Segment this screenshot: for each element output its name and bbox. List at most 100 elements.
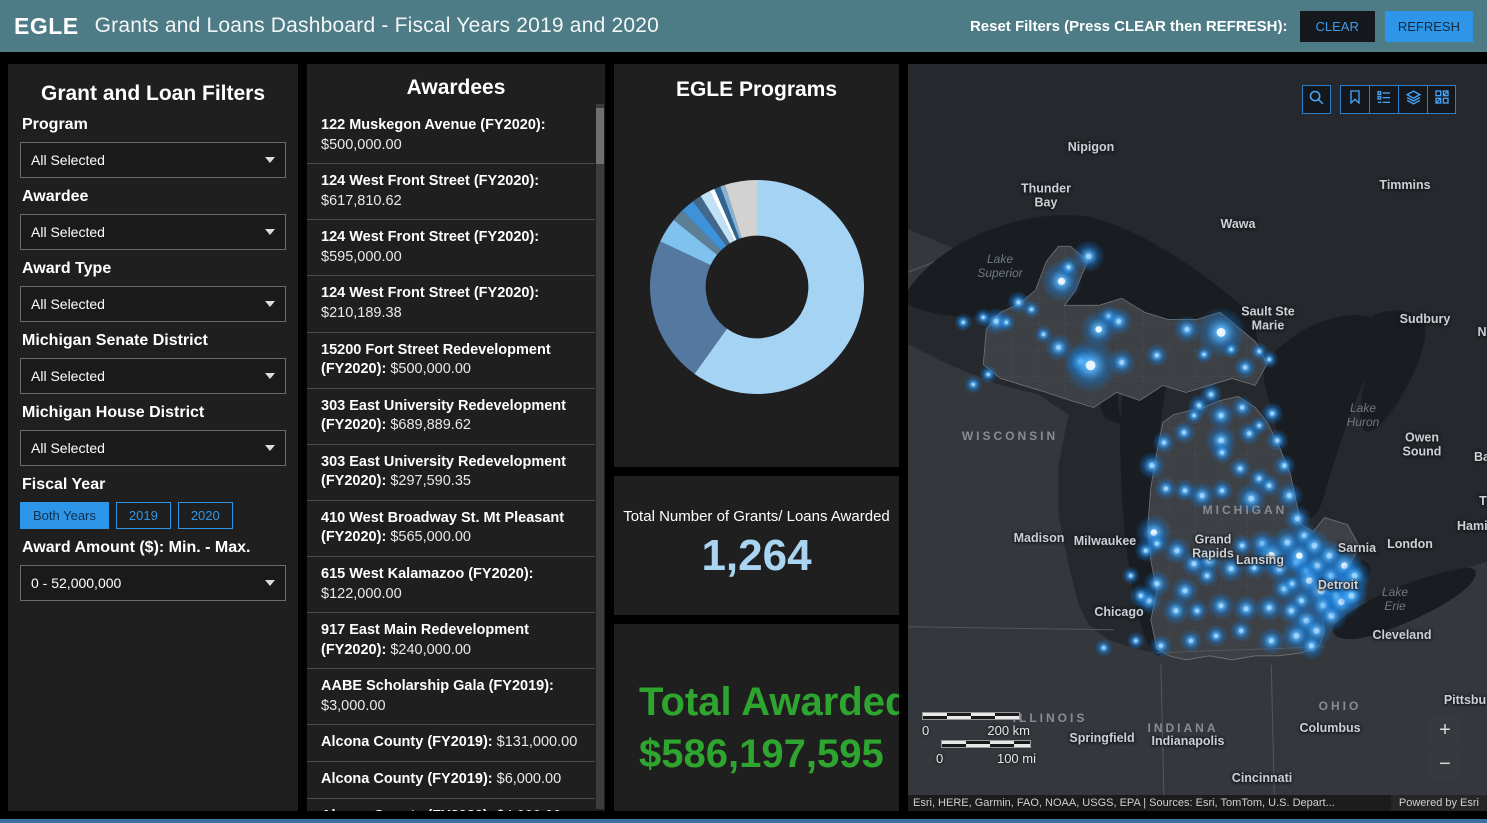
- award-amount-value: 0 - 52,000,000: [31, 575, 122, 591]
- search-icon: [1308, 89, 1325, 111]
- awardee-row[interactable]: AABE Scholarship Gala (FY2019): $3,000.0…: [307, 669, 595, 726]
- fiscal-year-2019[interactable]: 2019: [115, 502, 171, 529]
- map-zoom-controls: + −: [1430, 715, 1460, 779]
- filter-label-3: Michigan Senate District: [22, 332, 208, 349]
- donut-slice-7[interactable]: [709, 188, 737, 241]
- map-panel[interactable]: Nipigon Thunder Bay Timmins Wawa Lake Superi…: [908, 64, 1487, 811]
- map-bookmark-button[interactable]: [1340, 85, 1369, 114]
- lake-superior: [908, 214, 1258, 360]
- awardee-row[interactable]: 124 West Front Street (FY2020): $210,189…: [307, 276, 595, 333]
- map-search-button[interactable]: [1302, 85, 1331, 114]
- awardee-row[interactable]: 615 West Kalamazoo (FY2020): $122,000.00: [307, 557, 595, 614]
- clear-button[interactable]: CLEAR: [1299, 10, 1375, 42]
- zoom-out-button[interactable]: −: [1430, 749, 1460, 779]
- map-layers-button[interactable]: [1398, 85, 1427, 114]
- grants-count-label: Total Number of Grants/ Loans Awarded: [623, 508, 890, 525]
- bookmark-icon: [1347, 89, 1363, 110]
- georgian-bay: [1360, 310, 1426, 432]
- total-awarded-value: $586,197,595: [639, 732, 884, 776]
- scalebar-km-label: 200 km: [987, 723, 1030, 738]
- scalebar-km-zero: 0: [922, 723, 930, 738]
- filter-value-0: All Selected: [31, 152, 105, 168]
- donut-slice-2[interactable]: [660, 219, 718, 266]
- filter-label-1: Awardee: [22, 188, 89, 205]
- attribution-text: Esri, HERE, Garmin, FAO, NOAA, USGS, EPA…: [913, 797, 1335, 809]
- awardee-row[interactable]: Alcona County (FY2020): $4,000.00: [307, 799, 595, 812]
- basemap-icon: [1434, 89, 1450, 110]
- awardee-row[interactable]: 15200 Fort Street Redevelopment (FY2020)…: [307, 333, 595, 389]
- scalebar-mi-label: 100 mi: [996, 751, 1036, 766]
- total-awarded-panel: Total Awarded $586,197,595: [614, 624, 899, 811]
- donut-slice-6[interactable]: [700, 190, 735, 244]
- filter-dropdown-0[interactable]: All Selected: [20, 142, 286, 178]
- reset-filters-label: Reset Filters (Press CLEAR then REFRESH)…: [969, 17, 1288, 35]
- donut-slice-5[interactable]: [693, 196, 730, 246]
- awardee-row[interactable]: 303 East University Redevelopment (FY202…: [307, 445, 595, 501]
- map-toolbar: [1302, 85, 1456, 114]
- donut-slice-0[interactable]: [694, 180, 864, 394]
- fiscal-year-label: Fiscal Year: [22, 476, 106, 493]
- awardees-list: 122 Muskegon Avenue (FY2020): $500,000.0…: [307, 108, 595, 811]
- donut-slice-1[interactable]: [650, 241, 727, 374]
- programs-donut-chart[interactable]: [642, 172, 872, 402]
- donut-slice-10[interactable]: [724, 180, 757, 238]
- page-title: Grants and Loans Dashboard - Fiscal Year…: [94, 14, 659, 37]
- egle-logo: EGLE: [14, 12, 79, 39]
- scalebar-mi-zero: 0: [936, 751, 944, 766]
- filter-value-3: All Selected: [31, 368, 105, 384]
- chevron-down-icon: [265, 373, 275, 379]
- filter-dropdown-1[interactable]: All Selected: [20, 214, 286, 250]
- filter-value-2: All Selected: [31, 296, 105, 312]
- filter-label-2: Award Type: [22, 260, 112, 277]
- filter-value-1: All Selected: [31, 224, 105, 240]
- awardee-row[interactable]: 124 West Front Street (FY2020): $595,000…: [307, 220, 595, 277]
- awardees-scrollbar-track[interactable]: [596, 104, 604, 809]
- fiscal-year-2020[interactable]: 2020: [177, 502, 233, 529]
- awardees-scrollbar-thumb[interactable]: [596, 108, 604, 164]
- awardee-row[interactable]: 303 East University Redevelopment (FY202…: [307, 389, 595, 445]
- filter-label-0: Program: [22, 116, 88, 133]
- filter-value-4: All Selected: [31, 440, 105, 456]
- awardees-title: Awardees: [406, 76, 506, 99]
- chevron-down-icon: [265, 157, 275, 163]
- awardee-row[interactable]: 917 East Main Redevelopment (FY2020): $2…: [307, 613, 595, 670]
- powered-by-esri: Powered by Esri: [1390, 795, 1487, 811]
- filters-title: Grant and Loan Filters: [40, 82, 266, 105]
- layers-icon: [1405, 89, 1422, 111]
- filter-label-4: Michigan House District: [22, 404, 205, 421]
- refresh-button[interactable]: REFRESH: [1384, 10, 1473, 42]
- bottom-scrollbar[interactable]: [0, 819, 1487, 823]
- chevron-down-icon: [265, 301, 275, 307]
- award-amount-label: Award Amount ($): Min. - Max.: [22, 539, 251, 556]
- map-basemap-button[interactable]: [1427, 85, 1456, 114]
- us-land: [908, 290, 1487, 795]
- map-scalebar: 0 200 km 0 100 mi: [922, 712, 1062, 766]
- awardee-row[interactable]: 410 West Broadway St. Mt Pleasant (FY202…: [307, 501, 595, 557]
- awardee-row[interactable]: Alcona County (FY2019): $131,000.00: [307, 725, 595, 762]
- legend-icon: [1376, 89, 1392, 110]
- lake-erie: [1333, 567, 1476, 640]
- awardee-row[interactable]: Alcona County (FY2019): $6,000.00: [307, 762, 595, 799]
- donut-slice-9[interactable]: [720, 184, 742, 239]
- donut-slice-4[interactable]: [682, 201, 727, 251]
- total-awarded-label: Total Awarded: [639, 680, 899, 724]
- filter-dropdown-2[interactable]: All Selected: [20, 286, 286, 322]
- awardee-row[interactable]: 122 Muskegon Avenue (FY2020): $500,000.0…: [307, 108, 595, 165]
- awardee-row[interactable]: 124 West Front Street (FY2020): $617,810…: [307, 164, 595, 221]
- chevron-down-icon: [265, 580, 275, 586]
- basemap[interactable]: [908, 64, 1487, 795]
- map-legend-button[interactable]: [1369, 85, 1398, 114]
- filter-dropdown-3[interactable]: All Selected: [20, 358, 286, 394]
- zoom-in-button[interactable]: +: [1430, 715, 1460, 745]
- filters-panel: Grant and Loan Filters Program All Select…: [8, 64, 298, 811]
- grants-count-panel: Total Number of Grants/ Loans Awarded 1,…: [614, 476, 899, 615]
- filter-dropdown-4[interactable]: All Selected: [20, 430, 286, 466]
- award-amount-dropdown[interactable]: 0 - 52,000,000: [20, 565, 286, 601]
- grants-count-value: 1,264: [701, 531, 812, 580]
- donut-slice-3[interactable]: [673, 210, 722, 255]
- donut-slice-8[interactable]: [714, 186, 740, 240]
- header-bar: EGLE Grants and Loans Dashboard - Fiscal…: [0, 0, 1487, 52]
- fiscal-year-both-years[interactable]: Both Years: [20, 502, 109, 529]
- programs-title: EGLE Programs: [675, 78, 838, 101]
